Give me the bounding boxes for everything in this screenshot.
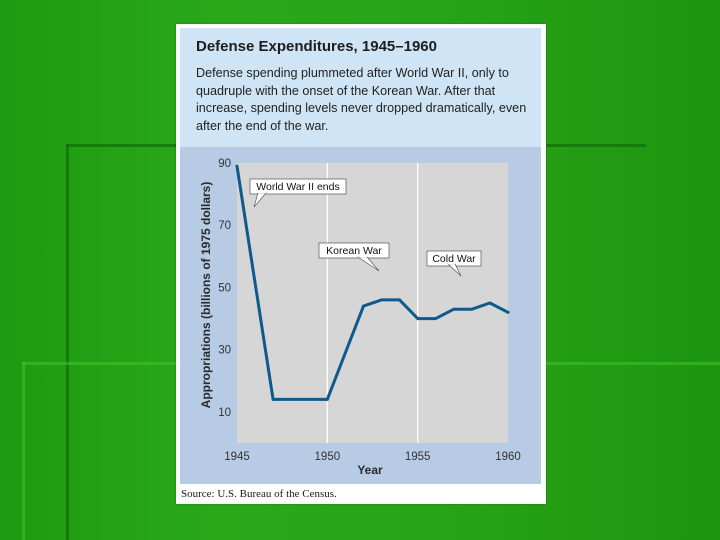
series-line [235, 164, 510, 401]
y-tick-label: 10 [218, 407, 231, 419]
annotation-box [318, 242, 390, 259]
line-chart: 1945 1950 1955 1960 10 30 50 70 90 World War II … [199, 158, 521, 477]
y-tick-label: 50 [218, 282, 231, 294]
annotation-label: Cold War [432, 253, 476, 265]
source-note: Source: U.S. Bureau of the Census. [181, 488, 337, 500]
data-point [470, 307, 474, 311]
data-point [506, 310, 510, 314]
x-tick-label: 1960 [495, 451, 521, 463]
plot-frame: 1945 1950 1955 1960 10 30 50 70 90 World War II … [180, 147, 541, 484]
data-point [488, 301, 492, 305]
data-point [434, 317, 438, 320]
chart-description: Defense spending plummeted after World W… [196, 66, 527, 133]
x-axis-title: Year [357, 463, 383, 477]
data-point [416, 317, 420, 320]
data-point [325, 398, 329, 401]
chart-title: Defense Expenditures, 1945–1960 [196, 38, 437, 55]
y-axis-title: Appropriations (billions of 1975 dollars… [199, 182, 213, 409]
annotation-label: Korean War [326, 245, 382, 257]
data-point [380, 298, 383, 302]
x-tick-label: 1950 [315, 451, 341, 463]
annotation-label: World War II ends [256, 181, 339, 193]
chart-header: Defense Expenditures, 1945–1960 Defense … [180, 28, 541, 147]
y-tick-label: 30 [218, 345, 231, 357]
background-line [66, 144, 69, 540]
data-point [271, 398, 275, 401]
background-line [22, 362, 25, 540]
y-tick-label: 70 [218, 220, 231, 232]
y-tick-label: 90 [218, 158, 231, 170]
data-point [398, 298, 401, 302]
annotation-box [249, 178, 347, 195]
chart-panel: Defense Expenditures, 1945–1960 Defense … [176, 24, 546, 504]
data-point [235, 164, 239, 168]
data-point [452, 307, 456, 311]
data-point [362, 304, 365, 308]
x-tick-label: 1955 [405, 451, 431, 463]
x-tick-label: 1945 [224, 451, 250, 463]
